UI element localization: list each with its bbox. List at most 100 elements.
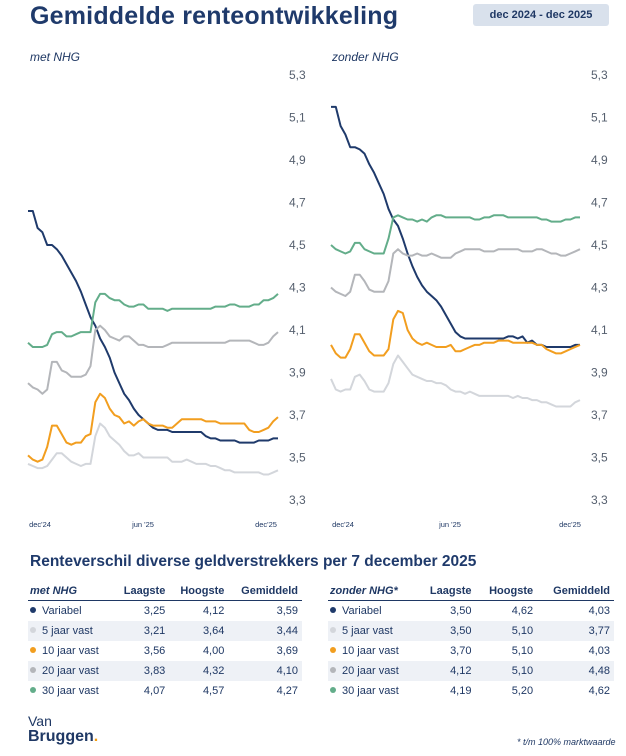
x-tick-label: dec'25: [255, 520, 277, 529]
footnote: * t/m 100% marktwaarde: [517, 737, 616, 747]
cell-hoogste: 4,62: [511, 605, 534, 617]
series-line-variabel: [28, 210, 278, 444]
series-line-vast30: [330, 214, 580, 255]
y-tick-label: 4,3: [591, 281, 608, 295]
cell-laagste: 4,12: [416, 661, 476, 681]
legend-dot-icon: [330, 667, 336, 674]
logo-dot: .: [93, 728, 99, 745]
y-tick-label: 4,1: [591, 323, 608, 337]
table-row: 30 jaar vast 4,19 5,20 4,62: [328, 681, 614, 701]
period-badge: dec 2024 - dec 2025: [473, 4, 609, 26]
cell-hoogste: 5,10: [475, 621, 538, 641]
x-tick-label: dec'25: [559, 520, 581, 529]
y-tick-label: 3,3: [591, 493, 608, 507]
table-header-hoogste: Hoogste: [169, 581, 229, 601]
legend-dot-icon: [330, 607, 336, 614]
van-bruggen-logo: Van Bruggen.: [28, 713, 99, 745]
cell-hoogste: 5,20: [511, 685, 534, 697]
y-tick-label: 5,1: [289, 111, 306, 125]
row-label-cell: Variabel: [28, 601, 113, 622]
y-tick-label: 3,9: [289, 366, 306, 380]
cell-gemiddeld: 4,62: [588, 685, 610, 697]
logo-line1: Van: [28, 713, 52, 729]
row-label-cell: 20 jaar vast: [328, 661, 417, 681]
cell-hoogste: 4,12: [202, 605, 225, 617]
cell-laagste: 4,19: [450, 685, 472, 697]
cell-gemiddeld: 3,44: [228, 621, 302, 641]
cell-gemiddeld: 4,48: [537, 661, 614, 681]
legend-dot-icon: [30, 687, 36, 694]
series-line-vast10: [330, 309, 581, 359]
cell-hoogste: 5,10: [511, 645, 534, 657]
logo-name: Bruggen: [28, 728, 94, 745]
cell-laagste: 3,83: [113, 661, 170, 681]
cell-laagste: 3,70: [450, 645, 472, 657]
cell-hoogste: 4,57: [202, 685, 225, 697]
cell-gemiddeld: 4,03: [588, 605, 610, 617]
y-tick-label: 5,3: [289, 68, 306, 82]
series-line-vast5: [27, 422, 279, 476]
series-line-vast20: [330, 248, 581, 297]
y-tick-label: 5,1: [591, 111, 608, 125]
row-label-cell: 10 jaar vast: [328, 641, 417, 661]
y-tick-label: 4,7: [591, 196, 608, 210]
table-row: Variabel 3,50 4,62 4,03: [328, 601, 614, 622]
cell-gemiddeld: 3,69: [276, 645, 298, 657]
cell-laagste: 3,56: [143, 645, 166, 657]
cell-laagste: 3,25: [143, 605, 166, 617]
legend-dot-icon: [30, 667, 36, 674]
table-row: 5 jaar vast 3,50 5,10 3,77: [328, 621, 614, 641]
x-tick-label: dec'24: [29, 520, 51, 529]
table-header-hoogste: Hoogste: [475, 581, 538, 601]
cell-gemiddeld: 4,03: [588, 645, 610, 657]
x-tick-label: dec'24: [332, 520, 354, 529]
legend-dot-icon: [30, 647, 36, 654]
legend-dot-icon: [330, 627, 336, 634]
cell-hoogste: 4,32: [169, 661, 229, 681]
y-tick-label: 3,5: [591, 451, 608, 465]
row-label-cell: Variabel: [328, 601, 417, 622]
table-header-gemiddeld: Gemiddeld: [537, 581, 614, 601]
table-row: 10 jaar vast 3,70 5,10 4,03: [328, 641, 614, 661]
row-label-cell: 10 jaar vast: [28, 641, 113, 661]
row-label-cell: 5 jaar vast: [328, 621, 417, 641]
cell-laagste: 3,50: [450, 605, 472, 617]
y-tick-label: 3,7: [591, 408, 608, 422]
legend-dot-icon: [30, 627, 36, 634]
y-tick-label: 4,3: [289, 281, 306, 295]
table-row: 20 jaar vast 4,12 5,10 4,48: [328, 661, 614, 681]
y-tick-label: 4,9: [591, 153, 608, 167]
row-label: 5 jaar vast: [42, 625, 93, 637]
row-label: 30 jaar vast: [342, 685, 399, 697]
y-tick-label: 3,5: [289, 451, 306, 465]
row-label: Variabel: [342, 605, 382, 617]
y-tick-label: 4,9: [289, 153, 306, 167]
x-tick-label: jun '25: [131, 520, 154, 529]
table-header-gemiddeld: Gemiddeld: [228, 581, 302, 601]
table-section-title: Renteverschil diverse geldverstrekkers p…: [30, 553, 477, 570]
table-header-group: zonder NHG*: [328, 581, 417, 601]
table-header-laagste: Laagste: [113, 581, 170, 601]
panel-title-zonder-nhg: zonder NHG: [332, 50, 399, 64]
series-line-vast5: [330, 354, 581, 408]
logo-line2: Bruggen.: [28, 728, 99, 745]
cell-gemiddeld: 3,77: [537, 621, 614, 641]
cell-laagste: 3,21: [113, 621, 170, 641]
y-tick-label: 5,3: [591, 68, 608, 82]
table-row: 20 jaar vast 3,83 4,32 4,10: [28, 661, 302, 681]
row-label: 10 jaar vast: [342, 645, 399, 657]
y-tick-label: 4,5: [591, 238, 608, 252]
row-label-cell: 30 jaar vast: [328, 681, 417, 701]
table-row: 30 jaar vast 4,07 4,57 4,27: [28, 681, 302, 701]
series-line-vast20: [27, 324, 279, 395]
page-title: Gemiddelde renteontwikkeling: [30, 2, 399, 30]
row-label-cell: 20 jaar vast: [28, 661, 114, 681]
table-zonder-nhg: zonder NHG* Laagste Hoogste Gemiddeld Varia…: [328, 581, 614, 701]
table-header-group: met NHG: [28, 581, 114, 601]
cell-gemiddeld: 4,10: [228, 661, 302, 681]
y-tick-label: 4,1: [289, 323, 306, 337]
cell-gemiddeld: 3,59: [276, 605, 298, 617]
row-label: Variabel: [42, 605, 82, 617]
cell-hoogste: 5,10: [475, 661, 538, 681]
table-row: Variabel 3,25 4,12 3,59: [28, 601, 302, 622]
